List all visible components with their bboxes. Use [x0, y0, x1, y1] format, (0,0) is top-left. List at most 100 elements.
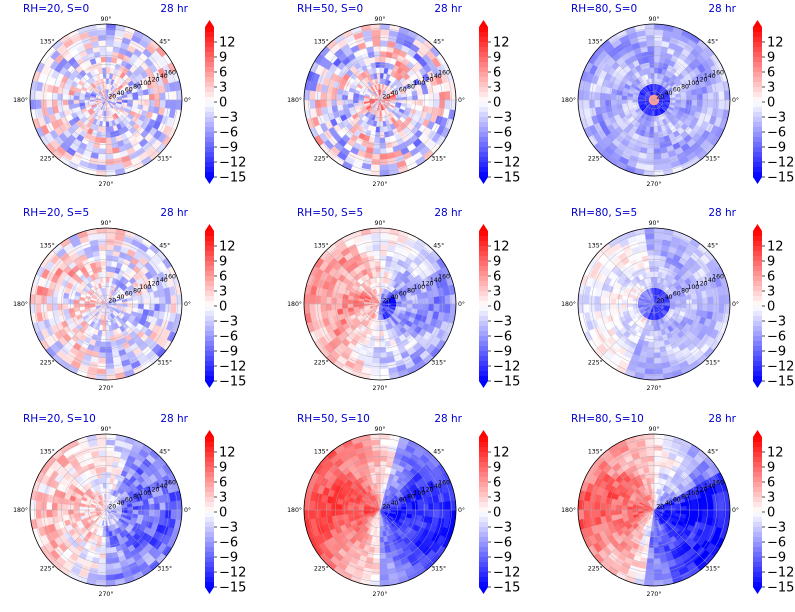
colorbar-segment: [479, 346, 488, 352]
colorbar-segment: [479, 52, 488, 58]
radial-tick-label: 160: [438, 70, 450, 77]
angle-tick-label: 180°: [13, 300, 28, 308]
data-cell: [370, 29, 381, 36]
colorbar-segment: [753, 162, 762, 168]
data-cell: [718, 90, 725, 101]
colorbar-tick-label: 3: [767, 81, 775, 96]
data-cell: [105, 78, 110, 85]
data-cell: [35, 294, 42, 305]
data-cell: [444, 99, 451, 110]
data-cell: [594, 295, 601, 305]
colorbar-segment: [753, 346, 762, 352]
data-cell: [653, 40, 663, 47]
data-cell: [718, 294, 725, 305]
colorbar-segment: [479, 37, 488, 43]
data-cell: [696, 297, 704, 305]
colorbar-tick-label: 6: [767, 66, 775, 81]
colorbar-tick-label: 9: [493, 51, 501, 66]
colorbar-extend-min: [753, 177, 762, 184]
data-cell: [56, 93, 64, 101]
angle-tick-label: 225°: [40, 155, 55, 163]
angle-tick-label: 90°: [101, 219, 112, 227]
data-cell: [100, 56, 107, 63]
angle-tick-label: 180°: [287, 96, 302, 104]
data-cell: [99, 50, 107, 58]
colorbar-tick-label: 12: [219, 36, 236, 51]
colorbar-segment: [753, 371, 762, 377]
data-cell: [105, 260, 112, 267]
data-cell: [101, 536, 107, 543]
colorbar-tick-label: 6: [219, 66, 227, 81]
colorbar-segment: [479, 256, 488, 262]
data-cell: [422, 99, 430, 107]
data-cell: [105, 137, 112, 144]
data-cell: [84, 300, 91, 305]
data-cell: [105, 282, 110, 289]
colorbar-tick-label: 12: [493, 240, 510, 255]
data-cell: [99, 346, 107, 354]
colorbar-tick-label: −3: [767, 111, 786, 126]
radial-tick-label: 60: [673, 87, 681, 94]
data-cell: [62, 504, 69, 511]
radial-tick-label: 160: [164, 70, 176, 77]
colorbar-segment: [205, 261, 214, 267]
colorbar-segment: [753, 167, 762, 173]
data-cell: [170, 294, 177, 305]
data-cell: [379, 142, 387, 150]
colorbar-tick-label: 6: [767, 270, 775, 285]
data-cell: [62, 94, 69, 101]
radial-tick-label: 40: [391, 294, 399, 301]
data-cell: [379, 271, 385, 278]
colorbar-segment: [205, 102, 214, 108]
data-cell: [645, 244, 655, 251]
data-cell: [653, 254, 661, 262]
angle-tick-label: 315°: [705, 155, 720, 163]
data-cell: [583, 294, 590, 305]
colorbar-segment: [753, 321, 762, 327]
colorbar-tick-label: −15: [219, 171, 246, 186]
data-cell: [718, 99, 725, 110]
data-cell: [648, 260, 655, 267]
data-cell: [594, 91, 601, 101]
colorbar-tick-label: −3: [493, 315, 512, 330]
data-cell: [370, 164, 381, 171]
colorbar-segment: [205, 32, 214, 38]
data-cell: [610, 303, 617, 310]
colorbar-segment: [753, 97, 762, 103]
data-cell: [653, 341, 660, 348]
colorbar-segment: [479, 77, 488, 83]
data-cell: [379, 56, 386, 63]
colorbar-tick-label: −6: [493, 330, 512, 345]
radial-tick-label: 160: [712, 274, 724, 281]
colorbar-segment: [479, 276, 488, 282]
colorbar-tick-label: −15: [219, 375, 246, 390]
colorbar-segment: [479, 316, 488, 322]
colorbar-segment: [205, 97, 214, 103]
colorbar-tick-label: −15: [767, 375, 794, 390]
data-cell: [100, 542, 107, 549]
colorbar-segment: [479, 376, 488, 382]
colorbar-tick-label: −12: [767, 360, 794, 375]
data-cell: [417, 99, 424, 106]
data-cell: [67, 298, 74, 305]
data-cell: [696, 303, 704, 311]
colorbar-segment: [479, 286, 488, 292]
data-cell: [35, 303, 42, 314]
data-cell: [610, 94, 617, 101]
angle-tick-label: 135°: [314, 241, 329, 249]
colorbar-tick-label: −9: [493, 345, 512, 360]
colorbar-tick-label: −12: [219, 360, 246, 375]
colorbar-segment: [205, 341, 214, 347]
data-cell: [647, 346, 655, 354]
colorbar-segment: [479, 92, 488, 98]
data-cell: [309, 90, 316, 101]
data-cell: [56, 503, 64, 511]
data-cell: [309, 99, 316, 110]
colorbar-tick-label: 9: [767, 255, 775, 270]
data-cell: [653, 137, 660, 144]
data-cell: [691, 94, 698, 101]
colorbar-segment: [205, 286, 214, 292]
colorbar-segment: [753, 276, 762, 282]
colorbar-segment: [479, 137, 488, 143]
colorbar-tick-label: −9: [767, 345, 786, 360]
